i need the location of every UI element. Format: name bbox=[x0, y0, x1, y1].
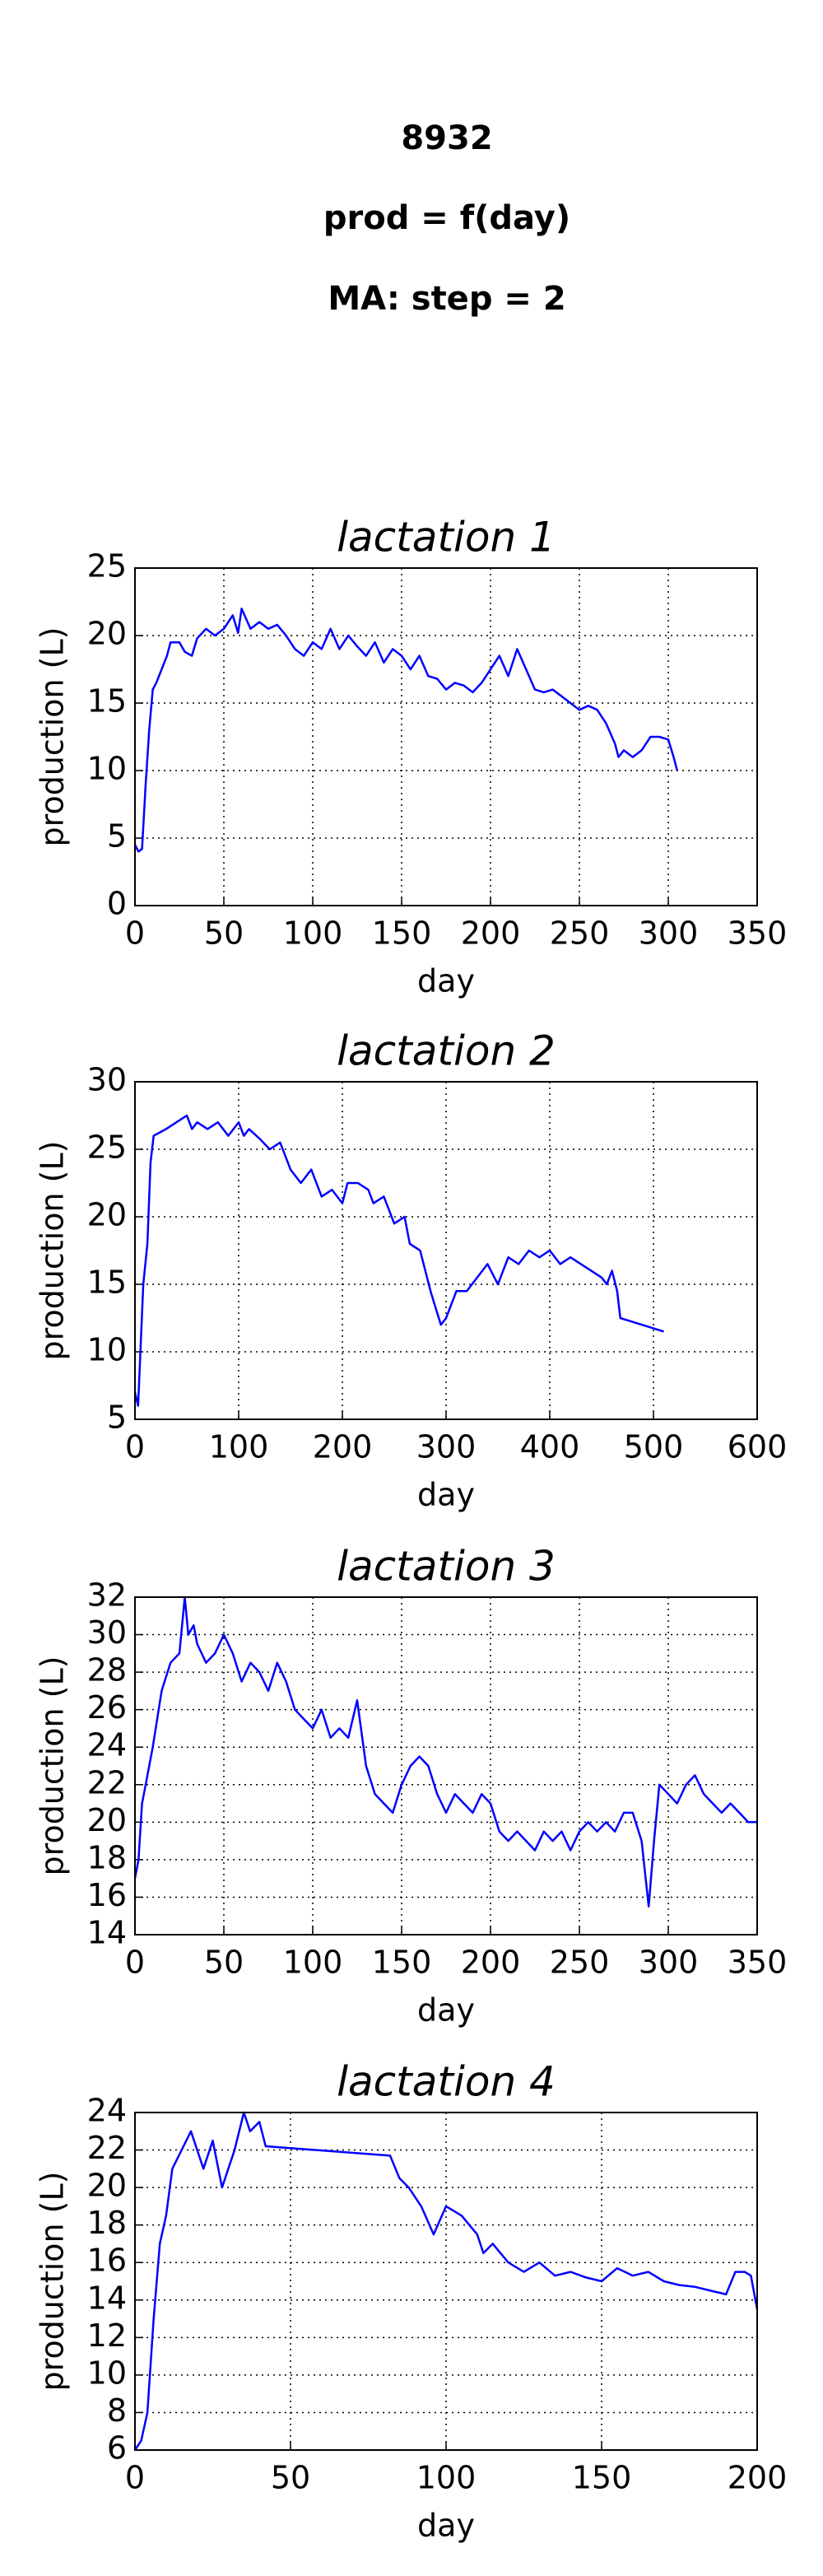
y-tick-label: 22 bbox=[87, 2130, 127, 2166]
y-tick-label: 8 bbox=[107, 2392, 127, 2429]
data-line bbox=[133, 607, 679, 853]
data-line bbox=[133, 2111, 759, 2451]
x-tick-label: 50 bbox=[204, 1945, 244, 1981]
y-tick-label: 12 bbox=[87, 2317, 127, 2354]
y-axis-label: production (L) bbox=[35, 1656, 71, 1876]
y-tick-label: 18 bbox=[87, 1839, 127, 1875]
y-tick-label: 10 bbox=[87, 2355, 127, 2391]
plot-frame bbox=[134, 1081, 758, 1420]
x-tick-label: 500 bbox=[624, 1429, 684, 1465]
y-tick-label: 20 bbox=[87, 1802, 127, 1838]
y-tick-label: 14 bbox=[87, 2280, 127, 2316]
x-tick-label: 250 bbox=[550, 915, 610, 952]
y-tick-label: 0 bbox=[107, 886, 127, 922]
x-tick-label: 50 bbox=[204, 915, 244, 952]
chart-title: lactation 4 bbox=[337, 2058, 556, 2106]
x-tick-label: 300 bbox=[639, 915, 699, 952]
plot-frame bbox=[134, 1596, 758, 1935]
figure-title: 8932 bbox=[401, 119, 492, 157]
y-tick-label: 5 bbox=[107, 818, 127, 855]
x-tick-label: 100 bbox=[283, 1945, 343, 1981]
y-tick-label: 16 bbox=[87, 1877, 127, 1913]
y-axis-label: production (L) bbox=[35, 627, 71, 847]
y-tick-label: 10 bbox=[87, 1332, 127, 1368]
x-tick-label: 200 bbox=[461, 915, 521, 952]
x-tick-label: 150 bbox=[372, 1945, 432, 1981]
x-tick-label: 0 bbox=[125, 2460, 145, 2496]
y-axis-label: production (L) bbox=[35, 2172, 71, 2392]
x-tick-label: 350 bbox=[728, 1945, 788, 1981]
x-tick-label: 100 bbox=[209, 1429, 269, 1465]
y-tick-label: 15 bbox=[87, 683, 127, 720]
y-tick-label: 14 bbox=[87, 1915, 127, 1951]
figure-subtitle: MA: step = 2 bbox=[328, 280, 565, 318]
x-tick-label: 200 bbox=[728, 2460, 788, 2496]
y-tick-label: 32 bbox=[87, 1577, 127, 1614]
y-tick-label: 16 bbox=[87, 2243, 127, 2279]
plot-frame bbox=[134, 567, 758, 906]
x-tick-label: 0 bbox=[125, 915, 145, 952]
chart-title: lactation 3 bbox=[337, 1543, 556, 1591]
y-tick-label: 20 bbox=[87, 616, 127, 652]
figure-subtitle: prod = f(day) bbox=[323, 199, 570, 237]
chart-title: lactation 1 bbox=[337, 514, 556, 561]
plot-frame bbox=[134, 2112, 758, 2451]
y-tick-label: 30 bbox=[87, 1062, 127, 1098]
y-axis-label: production (L) bbox=[35, 1141, 71, 1361]
x-tick-label: 200 bbox=[461, 1945, 521, 1981]
x-tick-label: 250 bbox=[550, 1945, 610, 1981]
x-axis-label: day bbox=[417, 1992, 475, 2029]
y-tick-label: 5 bbox=[107, 1400, 127, 1436]
y-tick-label: 18 bbox=[87, 2205, 127, 2241]
x-axis-label: day bbox=[417, 963, 475, 999]
y-tick-label: 24 bbox=[87, 1727, 127, 1763]
x-tick-label: 300 bbox=[639, 1945, 699, 1981]
x-tick-label: 350 bbox=[728, 915, 788, 952]
y-tick-label: 22 bbox=[87, 1764, 127, 1800]
y-tick-label: 15 bbox=[87, 1265, 127, 1301]
x-axis-label: day bbox=[417, 1477, 475, 1513]
x-tick-label: 100 bbox=[283, 915, 343, 952]
x-tick-label: 0 bbox=[125, 1945, 145, 1981]
y-tick-label: 30 bbox=[87, 1614, 127, 1651]
y-tick-label: 25 bbox=[87, 1130, 127, 1166]
y-tick-label: 26 bbox=[87, 1689, 127, 1726]
x-tick-label: 300 bbox=[416, 1429, 477, 1465]
y-tick-label: 24 bbox=[87, 2093, 127, 2129]
x-tick-label: 400 bbox=[520, 1429, 580, 1465]
data-line bbox=[133, 1114, 664, 1407]
x-tick-label: 50 bbox=[271, 2460, 310, 2496]
chart-title: lactation 2 bbox=[337, 1027, 556, 1075]
x-tick-label: 150 bbox=[372, 915, 432, 952]
x-tick-label: 0 bbox=[125, 1429, 145, 1465]
y-tick-label: 20 bbox=[87, 2168, 127, 2204]
x-axis-label: day bbox=[417, 2508, 475, 2544]
x-tick-label: 100 bbox=[416, 2460, 477, 2496]
x-tick-label: 200 bbox=[313, 1429, 373, 1465]
y-tick-label: 28 bbox=[87, 1652, 127, 1689]
y-tick-label: 25 bbox=[87, 548, 127, 585]
y-tick-label: 10 bbox=[87, 751, 127, 787]
y-tick-label: 6 bbox=[107, 2430, 127, 2467]
x-tick-label: 600 bbox=[728, 1429, 788, 1465]
data-line bbox=[133, 1595, 757, 1908]
y-tick-label: 20 bbox=[87, 1197, 127, 1233]
x-tick-label: 150 bbox=[572, 2460, 632, 2496]
